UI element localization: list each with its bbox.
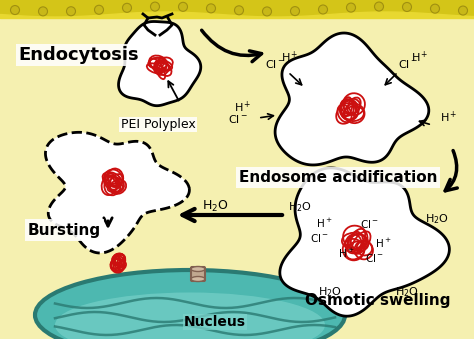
Text: Cl$^-$: Cl$^-$	[365, 252, 384, 264]
Text: H$^+$: H$^+$	[338, 247, 355, 260]
Circle shape	[122, 3, 131, 12]
Text: Cl$^-$: Cl$^-$	[360, 218, 379, 230]
Text: H$^+$: H$^+$	[281, 50, 299, 65]
Ellipse shape	[55, 293, 325, 339]
Text: H$^+$: H$^+$	[235, 100, 252, 115]
Circle shape	[319, 5, 328, 14]
Polygon shape	[275, 33, 429, 165]
Circle shape	[235, 6, 244, 15]
Text: Bursting: Bursting	[28, 222, 101, 238]
Text: H$_2$O: H$_2$O	[288, 200, 312, 214]
Text: Osmotic swelling: Osmotic swelling	[305, 293, 451, 308]
Text: Cl$^-$: Cl$^-$	[265, 58, 285, 70]
Text: H$^+$: H$^+$	[440, 110, 457, 125]
Circle shape	[346, 3, 356, 12]
Text: H$^+$: H$^+$	[316, 217, 333, 230]
Circle shape	[38, 7, 47, 16]
Circle shape	[10, 5, 19, 15]
Circle shape	[207, 4, 216, 13]
Circle shape	[291, 6, 300, 16]
Circle shape	[263, 7, 272, 16]
Text: H$^+$: H$^+$	[411, 50, 429, 65]
Text: Cl$^-$: Cl$^-$	[310, 232, 329, 244]
Text: Endocytosis: Endocytosis	[18, 46, 138, 64]
Text: H$_2$O: H$_2$O	[318, 285, 342, 299]
Text: H$_2$O: H$_2$O	[395, 285, 419, 299]
Circle shape	[179, 2, 188, 11]
Text: H$^+$: H$^+$	[375, 237, 392, 250]
Polygon shape	[46, 132, 190, 253]
Text: PEI Polyplex: PEI Polyplex	[120, 118, 195, 131]
Text: H$_2$O: H$_2$O	[202, 199, 228, 214]
Circle shape	[151, 2, 159, 11]
Circle shape	[94, 5, 103, 14]
Ellipse shape	[35, 270, 345, 339]
Text: Cl$^-$: Cl$^-$	[398, 58, 418, 70]
Ellipse shape	[191, 277, 205, 281]
Circle shape	[430, 4, 439, 13]
Text: Nucleus: Nucleus	[184, 315, 246, 329]
Circle shape	[458, 6, 467, 15]
FancyBboxPatch shape	[191, 267, 205, 281]
Circle shape	[66, 7, 75, 16]
Polygon shape	[280, 168, 449, 316]
Polygon shape	[118, 21, 201, 106]
Circle shape	[402, 2, 411, 12]
Text: H$_2$O: H$_2$O	[425, 212, 449, 226]
Circle shape	[374, 2, 383, 11]
Text: Endosome acidification: Endosome acidification	[239, 170, 437, 185]
Ellipse shape	[191, 266, 205, 272]
Text: Cl$^-$: Cl$^-$	[228, 113, 248, 125]
